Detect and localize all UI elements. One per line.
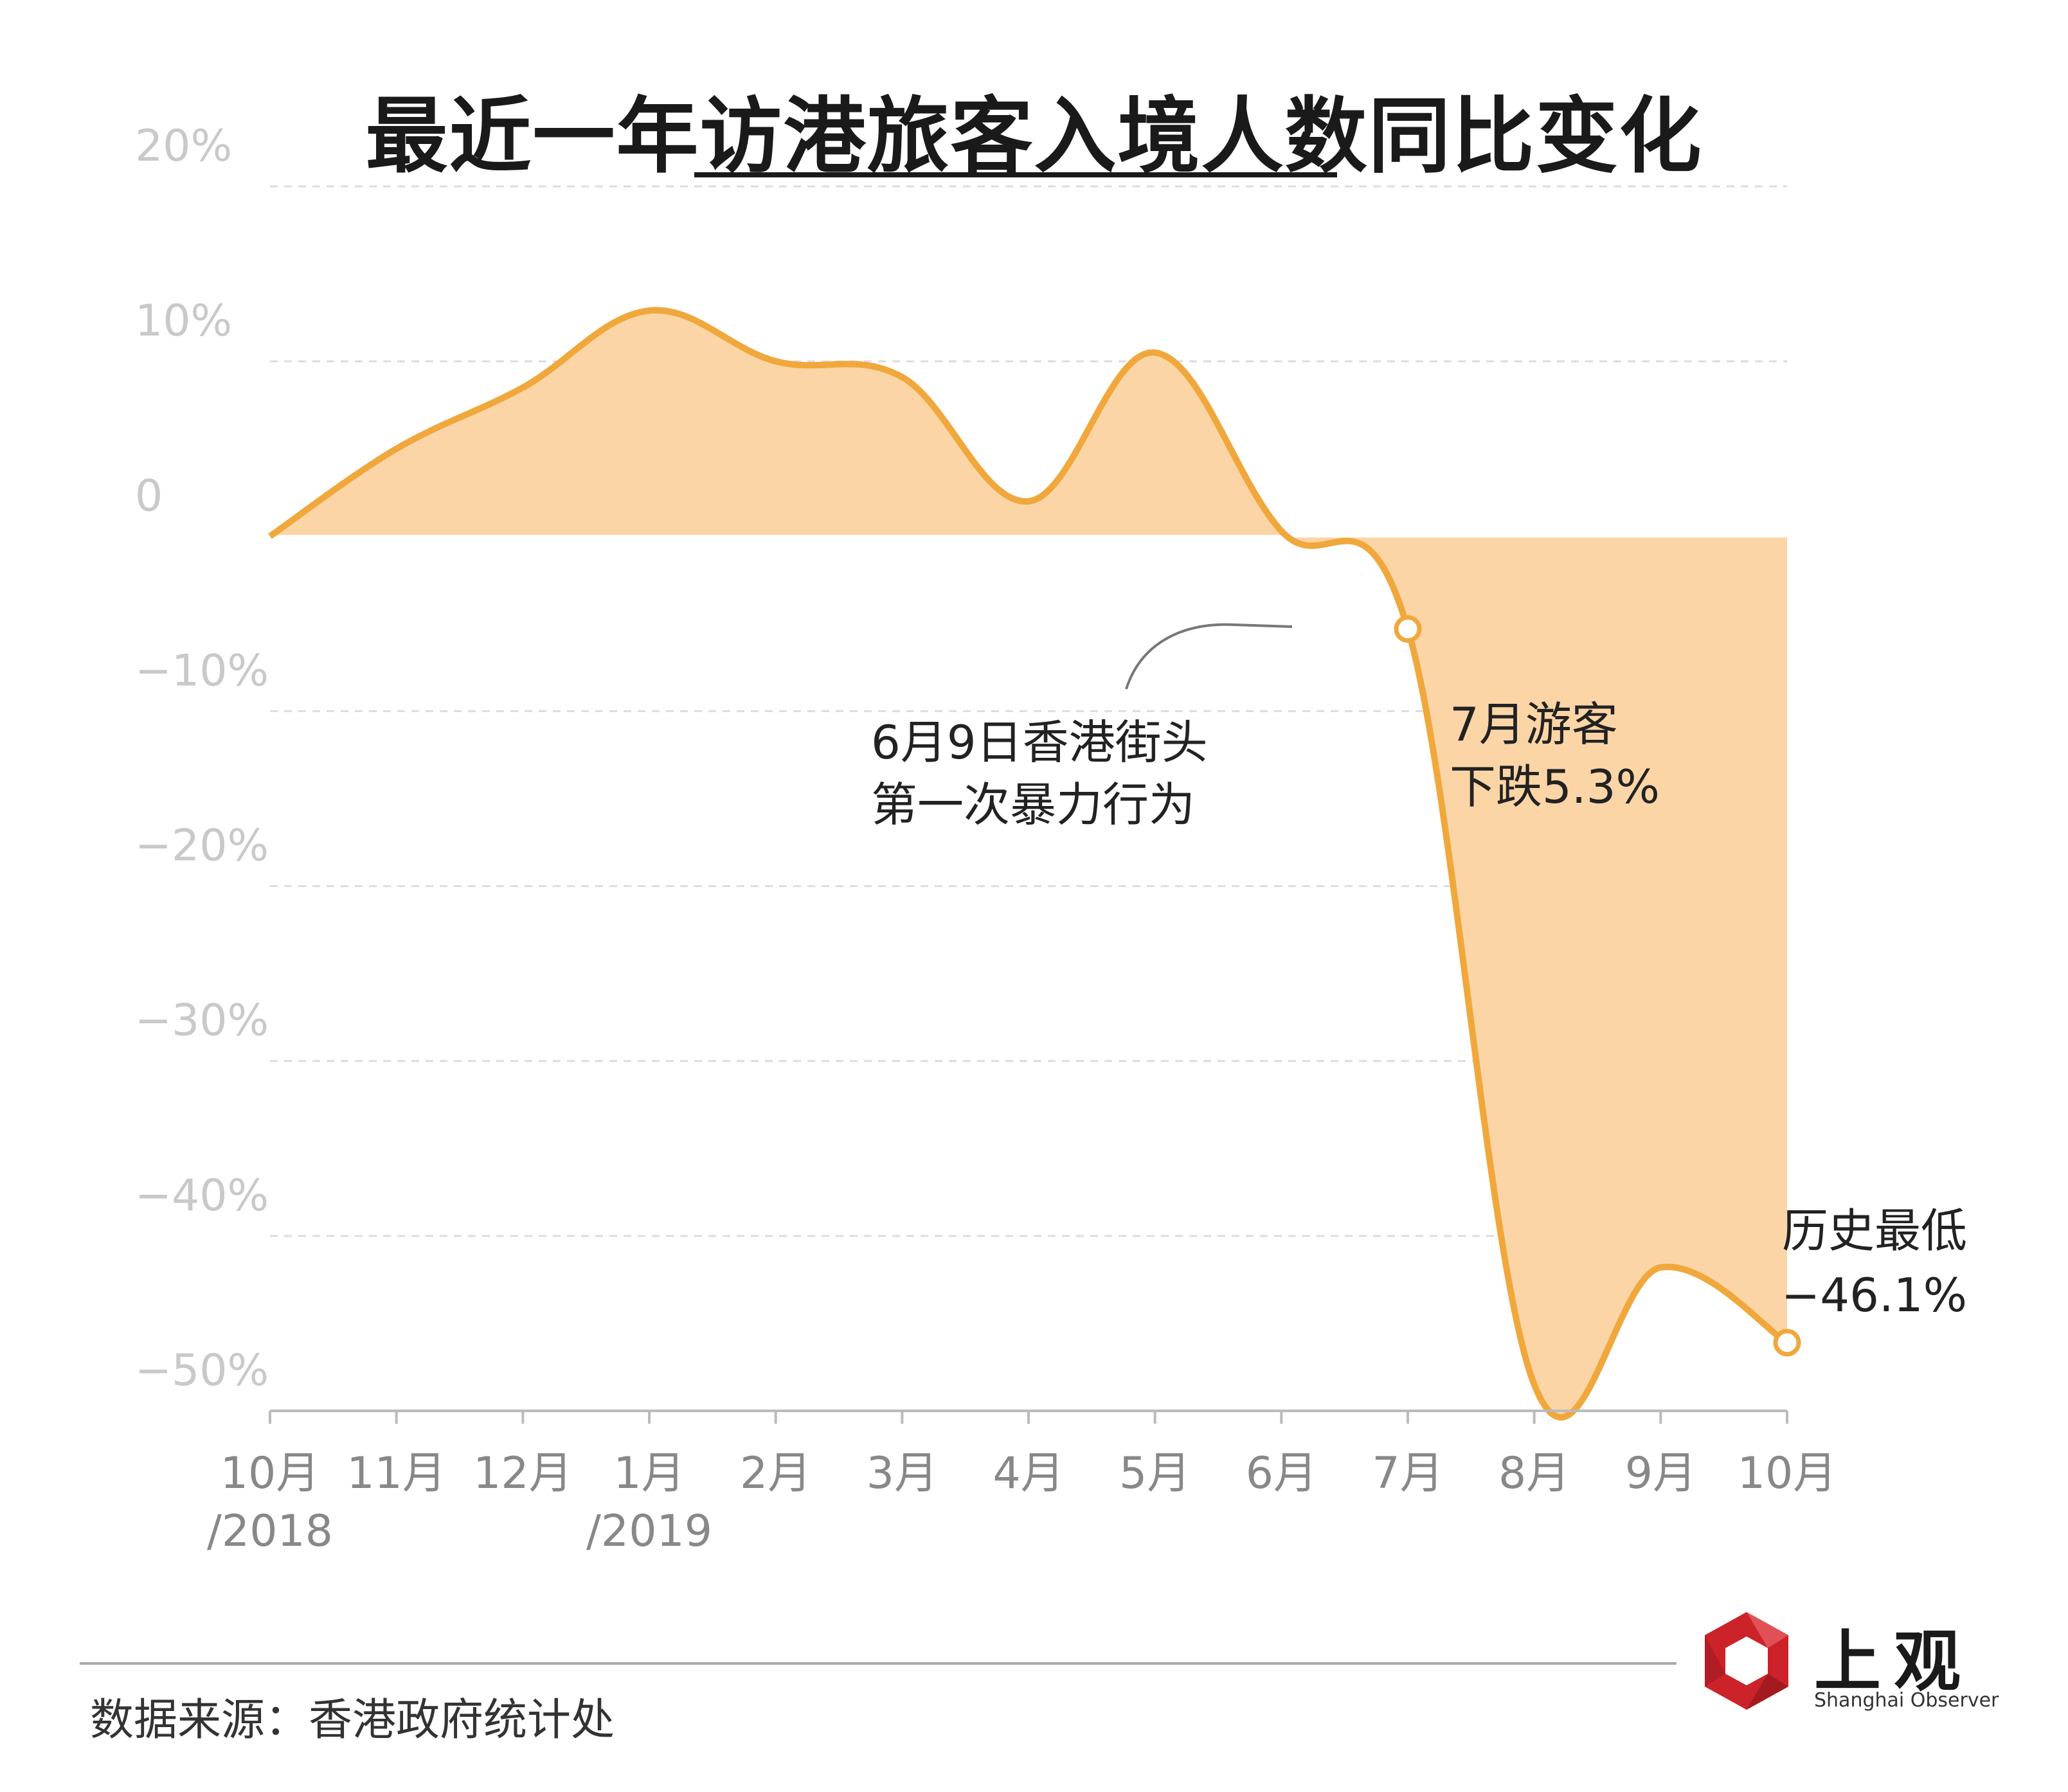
shanghai-observer-logo: 上观 Shanghai Observer [1692, 1607, 1999, 1716]
logo-text-en: Shanghai Observer [1814, 1689, 1999, 1712]
annotation-lowest-text: −46.1% [1781, 1268, 1967, 1322]
x-tick-label: 12月 [473, 1448, 573, 1499]
y-tick-label: −30% [135, 996, 269, 1046]
x-tick-label: 10月 [220, 1448, 320, 1499]
x-tick-label: 3月 [867, 1448, 938, 1499]
annotation-july-text: 下跌5.3% [1450, 760, 1660, 814]
title-underline [694, 172, 1337, 177]
logo-text-cn: 上观 [1814, 1622, 1974, 1701]
y-tick-label: 0 [135, 470, 163, 521]
y-tick-label: −40% [135, 1170, 269, 1221]
x-tick-label: 6月 [1246, 1448, 1317, 1499]
y-tick-label: 20% [135, 121, 232, 172]
chart-title: 最近一年访港旅客入境人数同比变化 [365, 89, 1703, 184]
source-divider [80, 1662, 1677, 1665]
x-tick-label: /2018 [207, 1506, 333, 1557]
y-tick-label: −20% [135, 821, 269, 872]
area-fill [270, 310, 1787, 1418]
x-tick-label: 1月 [613, 1448, 685, 1499]
x-tick-label: 5月 [1119, 1448, 1191, 1499]
annotation-july-text: 7月游客 [1450, 697, 1618, 751]
y-tick-label: −50% [135, 1345, 269, 1396]
x-tick-label: 4月 [993, 1448, 1064, 1499]
annotation-protest-text: 第一次暴力行为 [871, 778, 1195, 832]
lowest-point-marker [1773, 1329, 1801, 1357]
annotation-leader-line [1125, 623, 1293, 690]
x-tick-label: 11月 [346, 1448, 446, 1499]
logo-mark-icon [1705, 1612, 1788, 1710]
july-point-marker [1394, 615, 1422, 643]
annotation-protest-text: 6月9日香港街头 [871, 715, 1208, 769]
x-tick-label: 8月 [1498, 1448, 1570, 1499]
x-tick-label: 7月 [1372, 1448, 1443, 1499]
data-source: 数据来源：香港政府统计处 [90, 1695, 615, 1746]
x-tick-label: /2019 [586, 1506, 712, 1557]
y-tick-label: 10% [135, 296, 232, 346]
annotation-lowest-text: 历史最低 [1782, 1204, 1967, 1258]
series-line [268, 307, 1789, 1420]
x-tick-label: 2月 [740, 1448, 811, 1499]
x-tick-label: 9月 [1625, 1448, 1696, 1499]
area-chart: 20% 10% 0 −10% −20% −30% −40% −50% 10月/2018 11月 1… [135, 121, 1967, 1557]
y-tick-label: −10% [135, 645, 269, 696]
x-tick-label: 10月 [1738, 1448, 1837, 1499]
